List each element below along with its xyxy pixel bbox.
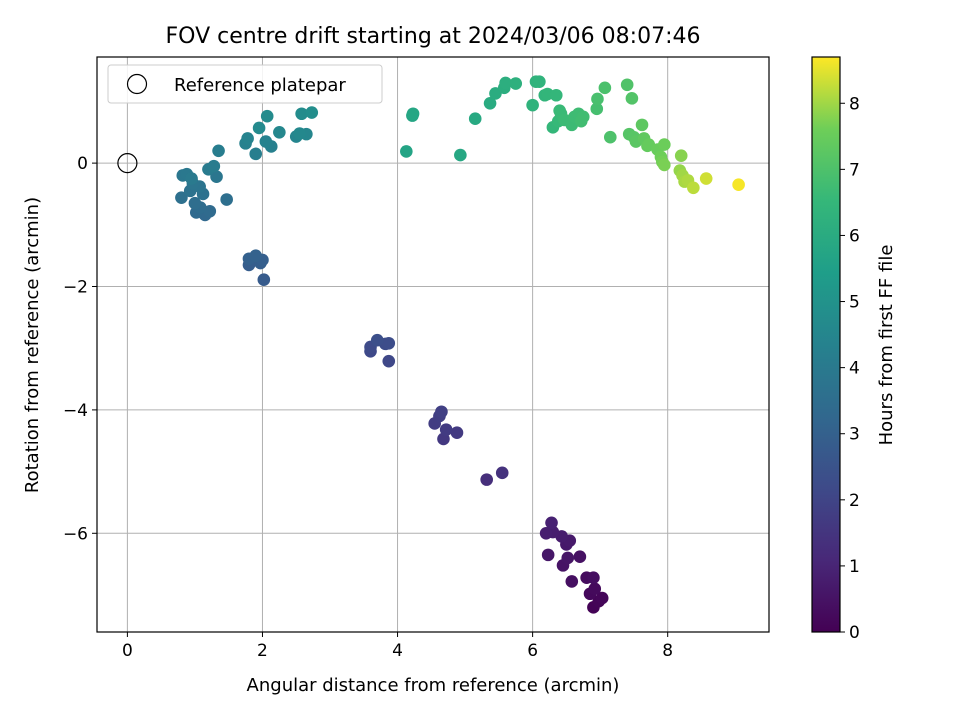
x-tick-label: 4 — [392, 641, 403, 661]
data-point — [480, 473, 493, 486]
data-point — [635, 118, 649, 132]
data-point — [241, 132, 254, 145]
data-point — [435, 405, 448, 419]
data-point — [539, 526, 553, 540]
x-tick-label: 8 — [662, 641, 673, 661]
reference-marker — [117, 153, 138, 174]
chart-title: FOV centre drift starting at 2024/03/06 … — [166, 24, 701, 49]
data-point — [249, 249, 263, 262]
x-tick-label: 0 — [122, 641, 133, 661]
data-point — [561, 551, 575, 565]
data-point — [203, 204, 217, 218]
data-point — [598, 81, 612, 95]
data-point — [207, 159, 221, 173]
data-point — [509, 77, 523, 90]
colorbar-tick-label: 0 — [849, 623, 860, 643]
colorbar-tick-label: 6 — [849, 226, 860, 246]
data-point — [454, 148, 467, 162]
data-point — [526, 98, 539, 112]
data-point — [212, 144, 225, 158]
y-tick-label: 0 — [77, 154, 88, 174]
colorbar-tick-label: 7 — [849, 160, 860, 180]
data-point — [468, 112, 482, 125]
colorbar-tick-label: 1 — [849, 557, 860, 577]
data-point — [257, 273, 271, 287]
data-point — [252, 121, 266, 135]
y-axis-ticks: −6 −4 −2 0 — [63, 154, 97, 544]
data-point — [545, 516, 558, 530]
data-points — [175, 75, 745, 614]
data-point — [587, 571, 600, 585]
data-point — [382, 336, 396, 350]
data-point — [406, 107, 420, 121]
legend-box — [107, 64, 383, 104]
data-point — [591, 92, 604, 106]
x-tick-label: 6 — [527, 641, 538, 661]
legend: Reference platepar — [107, 64, 383, 104]
data-point — [590, 102, 604, 116]
colorbar-tick-label: 3 — [849, 425, 860, 445]
data-point — [699, 172, 713, 185]
data-point — [732, 178, 745, 192]
y-axis-label: Rotation from reference (arcmin) — [22, 197, 43, 493]
data-point — [687, 181, 700, 195]
data-point — [603, 130, 617, 144]
reference-point — [117, 153, 138, 174]
colorbar-tick-label: 8 — [849, 94, 860, 114]
x-tick-label: 2 — [257, 641, 268, 661]
x-axis-label: Angular distance from reference (arcmin) — [247, 675, 620, 696]
data-point — [249, 147, 263, 161]
data-point — [382, 354, 396, 368]
data-point — [439, 423, 453, 436]
data-point — [658, 158, 671, 172]
data-point — [565, 575, 579, 588]
legend-reference-marker — [126, 73, 148, 95]
y-tick-label: −6 — [63, 524, 88, 544]
data-point — [220, 193, 233, 206]
colorbar: 0 1 2 3 4 5 6 7 8 Hours from first FF file — [811, 56, 897, 643]
colorbar-tick-label: 4 — [849, 359, 860, 379]
data-point — [259, 135, 273, 148]
data-point — [573, 550, 587, 564]
data-point — [588, 582, 602, 596]
data-point — [370, 333, 384, 347]
data-point — [188, 196, 202, 210]
colorbar-ticks: 0 1 2 3 4 5 6 7 8 — [840, 94, 860, 643]
y-tick-label: −4 — [63, 401, 88, 421]
legend-reference-label: Reference platepar — [174, 75, 346, 96]
data-point — [175, 191, 188, 204]
data-point — [574, 114, 588, 128]
data-point — [499, 76, 512, 90]
y-tick-label: −2 — [63, 278, 88, 298]
data-point — [450, 426, 464, 440]
data-point — [595, 591, 609, 605]
colorbar-tick-label: 2 — [849, 491, 860, 511]
data-point — [549, 88, 563, 102]
data-point — [541, 548, 555, 562]
data-point — [260, 109, 274, 123]
data-point — [305, 106, 319, 119]
colorbar-gradient — [811, 56, 841, 633]
plot-area: 0 2 4 6 8 −6 −4 −2 0 — [63, 56, 770, 661]
data-point — [185, 172, 198, 185]
data-point — [273, 125, 286, 139]
colorbar-tick-label: 5 — [849, 293, 860, 313]
data-point — [674, 149, 688, 163]
data-point — [620, 78, 634, 92]
data-point — [495, 466, 509, 480]
data-point — [210, 170, 223, 183]
data-point — [295, 107, 308, 121]
data-point — [625, 92, 639, 105]
data-point — [400, 145, 413, 158]
colorbar-label: Hours from first FF file — [876, 245, 897, 446]
x-axis-ticks: 0 2 4 6 8 — [122, 632, 673, 661]
data-point — [658, 138, 671, 151]
data-point — [483, 96, 497, 110]
data-point — [533, 75, 546, 88]
plot-frame — [96, 56, 770, 633]
data-point — [293, 127, 306, 140]
